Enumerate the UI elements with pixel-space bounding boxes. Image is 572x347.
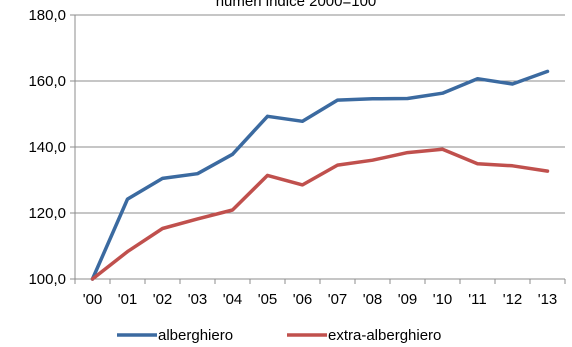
y-tick-label: 120,0 — [28, 205, 66, 222]
x-tick-label: '09 — [398, 291, 418, 308]
y-tick-labels: 100,0 120,0 140,0 160,0 180,0 — [28, 7, 66, 288]
x-tick-labels: '00 '01 '02 '03 '04 '05 '06 '07 '08 '09 '10 '11 '12 '… — [83, 291, 558, 308]
series-lines — [90, 69, 550, 281]
y-tick-label: 160,0 — [28, 73, 66, 90]
x-tick-label: '10 — [433, 291, 453, 308]
x-tick-label: '05 — [258, 291, 278, 308]
series-line-alberghiero — [90, 69, 550, 281]
legend-label-alberghiero: alberghiero — [158, 327, 233, 344]
x-tick-label: '11 — [468, 291, 486, 308]
x-tick-label: '01 — [118, 291, 138, 308]
chart-subtitle: numeri indice 2000=100 — [216, 0, 377, 10]
x-tick-label: '12 — [503, 291, 523, 308]
x-tick-label: '13 — [538, 291, 558, 308]
x-tick-label: '06 — [293, 291, 313, 308]
x-tick-label: '08 — [363, 291, 383, 308]
x-tick-label: '02 — [153, 291, 173, 308]
y-tick-label: 100,0 — [28, 271, 66, 288]
legend: alberghiero extra-alberghiero — [117, 327, 441, 344]
x-tick-label: '03 — [188, 291, 208, 308]
y-tick-label: 180,0 — [28, 7, 66, 24]
gridlines — [75, 14, 565, 214]
x-tick-label: '07 — [328, 291, 348, 308]
x-tick-label: '00 — [83, 291, 103, 308]
series-line-extra-alberghiero — [90, 147, 550, 281]
x-tick-label: '04 — [223, 291, 243, 308]
y-tick-label: 140,0 — [28, 139, 66, 156]
legend-label-extra-alberghiero: extra-alberghiero — [328, 327, 441, 344]
axes — [70, 14, 566, 284]
